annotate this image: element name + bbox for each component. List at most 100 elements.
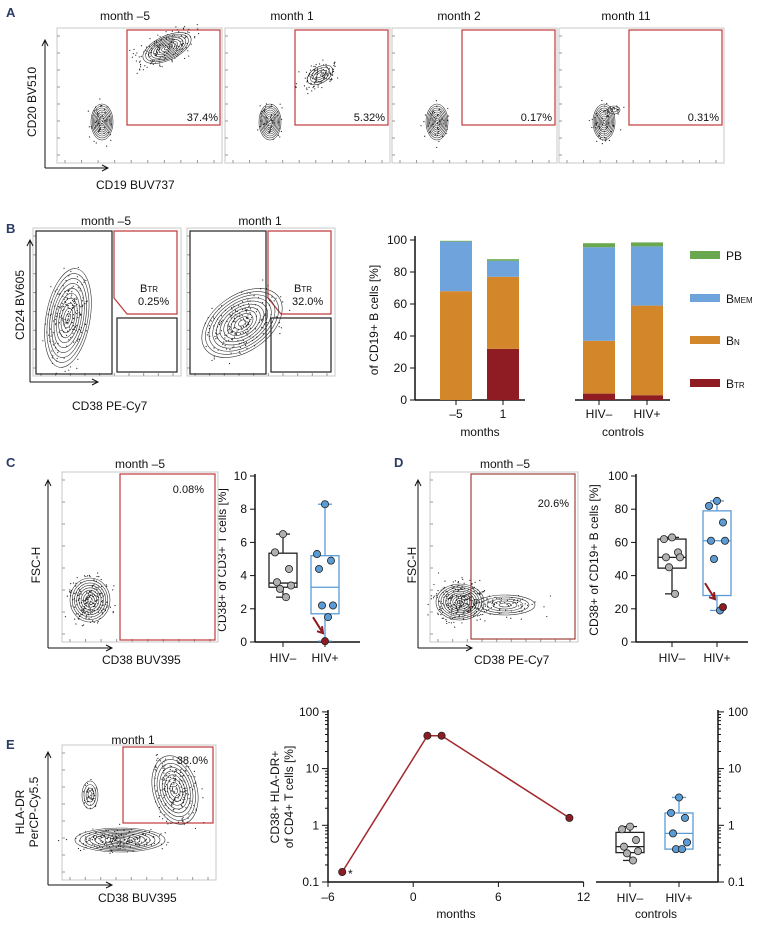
event-dot	[85, 575, 87, 578]
event-dot	[70, 591, 72, 593]
event-dot	[239, 342, 241, 345]
event-dot	[449, 596, 451, 599]
contour-line	[169, 782, 181, 798]
event-dot	[219, 324, 221, 326]
event-dot	[80, 593, 82, 595]
event-dot	[236, 310, 238, 313]
event-dot	[609, 106, 611, 108]
event-dot	[159, 36, 161, 38]
event-dot	[225, 340, 227, 342]
event-dot	[244, 320, 246, 322]
event-dot	[175, 43, 177, 45]
event-dot	[173, 792, 175, 794]
event-dot	[84, 323, 86, 325]
event-dot	[472, 615, 475, 617]
event-dot	[467, 590, 469, 592]
event-dot	[295, 86, 297, 89]
event-dot	[44, 323, 47, 325]
data-point	[284, 564, 293, 573]
data-point	[713, 496, 722, 505]
event-dot	[473, 603, 475, 605]
y-axis-label: HLA-DR	[13, 789, 27, 834]
event-dot	[325, 72, 327, 74]
event-dot	[58, 322, 61, 324]
event-dot	[230, 307, 233, 309]
event-dot	[131, 840, 133, 843]
event-dot	[80, 306, 82, 308]
event-dot	[160, 800, 162, 802]
event-dot	[96, 120, 98, 122]
event-dot	[440, 601, 442, 603]
event-dot	[159, 759, 161, 761]
event-dot	[464, 608, 466, 610]
event-dot	[181, 775, 183, 777]
event-dot	[128, 840, 130, 842]
data-point	[281, 593, 290, 602]
event-dot	[599, 137, 602, 139]
event-dot	[458, 600, 461, 602]
event-dot	[79, 597, 81, 600]
event-dot	[476, 599, 478, 601]
event-dot	[133, 48, 135, 50]
event-dot	[119, 842, 121, 845]
event-dot	[461, 585, 463, 588]
contour-line	[230, 313, 254, 333]
event-dot	[455, 612, 457, 615]
data-point	[721, 536, 730, 545]
event-dot	[76, 281, 79, 283]
event-dot	[506, 599, 509, 601]
event-dot	[80, 591, 82, 593]
event-dot	[93, 140, 95, 142]
event-dot	[109, 606, 112, 608]
event-dot	[68, 369, 70, 371]
event-dot	[165, 793, 167, 795]
event-dot	[164, 768, 166, 770]
event-dot	[100, 105, 102, 108]
event-dot	[213, 356, 215, 358]
event-dot	[91, 788, 94, 790]
event-dot	[126, 851, 128, 853]
event-dot	[311, 74, 314, 77]
event-dot	[165, 44, 167, 47]
event-dot	[520, 604, 522, 606]
event-dot	[164, 786, 166, 788]
event-dot	[98, 576, 100, 578]
event-dot	[479, 579, 481, 582]
event-dot	[81, 305, 83, 308]
event-dot	[65, 334, 68, 336]
event-dot	[171, 783, 173, 785]
event-dot	[181, 791, 183, 793]
event-dot	[516, 601, 519, 604]
event-dot	[89, 807, 91, 809]
event-dot	[69, 288, 71, 290]
event-dot	[157, 757, 159, 759]
contour-population	[64, 572, 116, 627]
event-dot	[163, 789, 166, 791]
contour-line	[83, 784, 97, 806]
event-dot	[463, 587, 465, 590]
event-dot	[517, 605, 520, 607]
event-dot	[144, 840, 147, 842]
flow-title: month 1	[111, 733, 155, 747]
event-dot	[111, 843, 113, 845]
legend-swatch-bn	[690, 336, 720, 344]
event-dot	[461, 599, 463, 601]
event-dot	[438, 600, 440, 602]
event-dot	[74, 302, 76, 304]
event-dot	[613, 113, 616, 116]
event-dot	[134, 836, 136, 838]
event-dot	[325, 63, 327, 65]
event-dot	[252, 336, 254, 338]
contour-line	[94, 109, 110, 135]
event-dot	[237, 305, 240, 307]
event-dot	[136, 838, 138, 840]
event-dot	[184, 36, 187, 38]
event-dot	[142, 833, 144, 835]
data-point	[707, 536, 716, 545]
event-dot	[75, 582, 77, 584]
event-dot	[169, 46, 171, 48]
event-dot	[103, 126, 106, 128]
event-dot	[595, 124, 597, 126]
event-dot	[73, 598, 76, 600]
contour-line	[78, 587, 102, 613]
